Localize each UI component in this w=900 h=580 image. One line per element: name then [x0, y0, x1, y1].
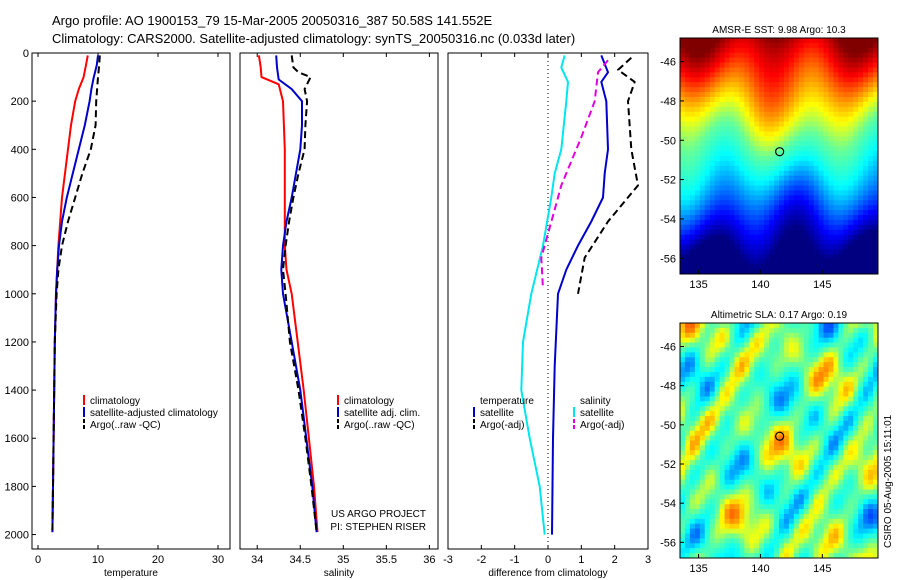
x-axis-label: salinity [324, 568, 355, 579]
legend-group-title: salinity [580, 396, 611, 407]
x-tick-label: -2 [476, 554, 486, 566]
x-tick-label: 145 [813, 563, 831, 575]
y-tick-label: -48 [660, 381, 676, 393]
y-tick-label: 800 [11, 241, 29, 253]
x-tick-label: 34.5 [290, 554, 311, 566]
map-title: AMSR-E SST: 9.98 Argo: 10.3 [712, 25, 846, 36]
x-axis-label: temperature [104, 568, 158, 579]
legend-label: Argo(-adj) [480, 420, 524, 431]
y-tick-label: 1600 [5, 433, 29, 445]
series-line-satellite-adjusted-climatology [51, 55, 99, 533]
y-tick-label: -54 [660, 498, 676, 510]
x-tick-label: 145 [813, 279, 831, 291]
series-line-climatology [51, 55, 89, 533]
x-tick-label: 35 [337, 554, 349, 566]
y-tick-label: 2000 [5, 530, 29, 542]
x-tick-label: 3 [645, 554, 651, 566]
series-line-temperature-satellite [551, 55, 609, 535]
y-tick-label: 1400 [5, 385, 29, 397]
y-tick-label: -46 [660, 57, 676, 69]
x-tick-label: -3 [443, 554, 453, 566]
series-line-satellite-adj-clim- [275, 55, 318, 533]
series-line-argo-raw-qc- [51, 55, 101, 533]
y-tick-label: 1000 [5, 289, 29, 301]
profile-panel-2: 34 34.5 35 35.5 36 salinity climatologysatelli… [239, 52, 439, 579]
x-tick-label: 2 [612, 554, 618, 566]
legend-label: climatology [344, 396, 394, 407]
y-tick-label: -50 [660, 135, 676, 147]
legend-label: satellite [580, 408, 614, 419]
argo-location-marker [775, 147, 785, 157]
x-tick-label: 10 [92, 554, 104, 566]
legend-label: Argo(-adj) [580, 420, 624, 431]
annotation-text: PI: STEPHEN RISER [330, 522, 426, 533]
map-panel-1: 135 140 145 -46 -48 -50 -52 -54 -56 AMSR-E SST: 9… [660, 25, 879, 291]
y-tick-label: 600 [11, 192, 29, 204]
x-tick-label: 140 [751, 563, 769, 575]
legend-label: Argo(..raw -QC) [344, 420, 415, 431]
x-tick-label: 0 [545, 554, 551, 566]
x-tick-label: 36 [423, 554, 435, 566]
y-tick-label: 1800 [5, 481, 29, 493]
x-tick-label: 0 [35, 554, 41, 566]
x-tick-label: -1 [510, 554, 520, 566]
y-tick-label: -56 [660, 537, 676, 549]
series-line-argo-raw-qc- [282, 55, 318, 533]
x-axis-label: difference from climatology [488, 568, 607, 579]
x-tick-label: 140 [751, 279, 769, 291]
map-frame [679, 37, 879, 275]
y-tick-label: -54 [660, 214, 676, 226]
y-tick-label: -50 [660, 420, 676, 432]
y-tick-label: 0 [23, 48, 29, 60]
annotation-text: US ARGO PROJECT [331, 509, 426, 520]
series-line-temperature-argo-adj- [577, 57, 639, 294]
x-tick-label: 135 [689, 563, 707, 575]
y-tick-label: 200 [11, 96, 29, 108]
profile-panel-1: 0 10 20 30 0 200 400 600 800 1000 1200 1400 1600 1800… [5, 48, 231, 579]
x-tick-label: 135 [689, 279, 707, 291]
legend-label: satellite-adjusted climatology [90, 408, 218, 419]
profile-panel-3: -3 -2 -1 0 1 2 3 difference from climatology tem… [443, 52, 651, 579]
y-tick-label: 400 [11, 144, 29, 156]
y-tick-label: -52 [660, 459, 676, 471]
legend-group-title: temperature [480, 396, 534, 407]
legend-label: climatology [90, 396, 140, 407]
y-tick-label: -56 [660, 253, 676, 265]
series-line-salinity-argo-adj- [540, 59, 609, 290]
map-panel-2: 135 140 145 -46 -48 -50 -52 -54 -56 Altimetric SL… [660, 310, 879, 575]
legend-label: Argo(..raw -QC) [90, 420, 161, 431]
y-tick-label: -52 [660, 175, 676, 187]
heatmap-image [680, 38, 878, 274]
x-tick-label: 20 [152, 554, 164, 566]
map-frame [679, 322, 879, 559]
y-tick-label: 1200 [5, 337, 29, 349]
x-tick-label: 35.5 [376, 554, 397, 566]
map-title: Altimetric SLA: 0.17 Argo: 0.19 [711, 310, 848, 321]
x-tick-label: 30 [212, 554, 224, 566]
plot-frame [239, 52, 439, 550]
y-tick-label: -46 [660, 342, 676, 354]
x-tick-label: 34 [251, 554, 263, 566]
series-line-salinity-satellite [520, 55, 569, 535]
y-tick-label: -48 [660, 96, 676, 108]
legend-label: satellite [480, 408, 514, 419]
x-tick-label: 1 [578, 554, 584, 566]
footer-stamp: CSIRO 05-Aug-2005 15:11:01 [883, 414, 894, 548]
plot-frame [31, 52, 231, 550]
legend-label: satellite adj. clim. [344, 408, 420, 419]
argo-location-marker [775, 431, 785, 441]
header-line1: Argo profile: AO 1900153_79 15-Mar-2005 … [52, 13, 493, 28]
header-line2: Climatology: CARS2000. Satellite-adjuste… [52, 31, 575, 46]
heatmap-image [680, 323, 878, 558]
